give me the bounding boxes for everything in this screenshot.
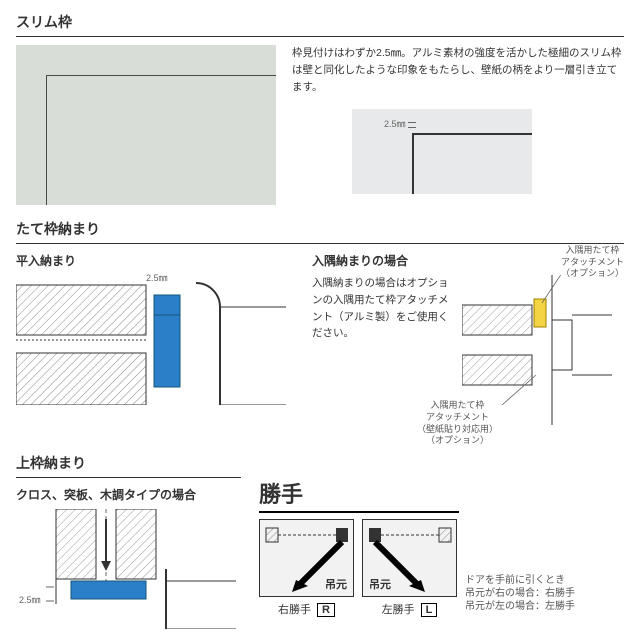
slim-frame-diagram: 2.5㎜: [352, 109, 532, 194]
katte-right-code: R: [317, 603, 335, 617]
slim-frame-photo: [16, 45, 276, 205]
katte-left-box: 吊元 左勝手 L: [362, 519, 457, 617]
section1-description: 枠見付けはわずか2.5㎜。アルミ素材の強度を活かした極細のスリム枠は壁と同化した…: [292, 45, 624, 95]
section-vertical-frame: たて枠納まり 平入納まり 2.5㎜: [0, 205, 640, 425]
section-top-frame: 上枠納まり クロス、突板、木調タイプの場合 2.5㎜: [0, 425, 640, 629]
section3-dimension: 2.5㎜: [19, 593, 41, 606]
katte-left-code: L: [421, 603, 438, 617]
katte-left-label: 左勝手: [382, 604, 415, 616]
katte-hinge-l: 吊元: [369, 576, 391, 592]
katte-hinge-r: 吊元: [325, 576, 347, 592]
flat-frame-diagram: 2.5㎜: [16, 275, 286, 405]
section2-title: たて枠納まり: [16, 219, 624, 244]
section2-label-bottom: 入隅用たて枠 アタッチメント （壁紙貼り対応用） （オプション）: [417, 400, 498, 447]
section3-subtitle: クロス、突板、木調タイプの場合: [16, 486, 241, 503]
katte-section: 勝手 吊元: [259, 453, 624, 629]
section2-label-top: 入隅用たて枠 アタッチメント （オプション）: [561, 245, 624, 280]
section3-title: 上枠納まり: [16, 453, 241, 478]
top-frame-diagram: 2.5㎜: [16, 509, 236, 629]
section-slim-frame: スリム枠 枠見付けはわずか2.5㎜。アルミ素材の強度を活かした極細のスリム枠は壁…: [0, 0, 640, 205]
katte-right-label: 右勝手: [278, 604, 311, 616]
section2-dim-left: 2.5㎜: [146, 271, 168, 284]
section1-dimension: 2.5㎜: [384, 117, 406, 130]
katte-note: ドアを手前に引くとき 吊元が右の場合：右勝手 吊元が左の場合：左勝手: [465, 574, 575, 617]
section1-title: スリム枠: [16, 12, 624, 37]
katte-right-box: 吊元 右勝手 R: [259, 519, 354, 617]
katte-title: 勝手: [259, 477, 459, 513]
section2-subtitle-left: 平入納まり: [16, 252, 296, 269]
corner-frame-diagram: 入隅用たて枠 アタッチメント （オプション）: [462, 275, 624, 425]
